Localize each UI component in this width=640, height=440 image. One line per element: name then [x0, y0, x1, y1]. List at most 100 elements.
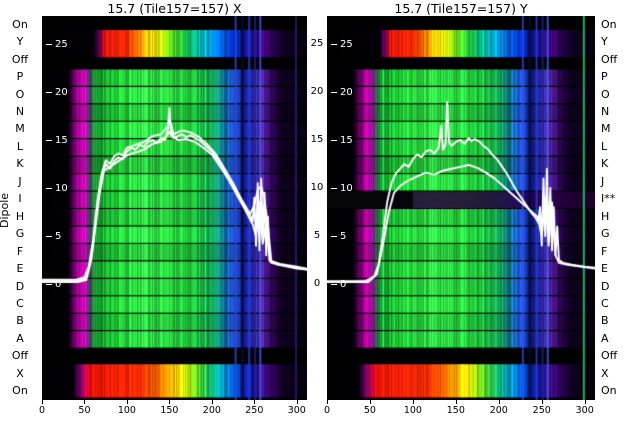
panel-title-y: 15.7 (Tile157=157) Y: [394, 1, 528, 16]
dipole-label-left: K: [16, 157, 24, 171]
y-tick-mark: [46, 91, 52, 93]
dipole-label-right: K: [601, 157, 609, 171]
y-tick-value: 25: [55, 38, 68, 50]
dipole-label-right: J: [601, 174, 605, 188]
dipole-label-right: On: [601, 384, 617, 398]
dipole-label-right: F: [601, 244, 608, 258]
dipole-label-right: A: [601, 331, 609, 345]
y-tick-value: 20: [55, 86, 68, 98]
y-tick-inner: 25: [46, 38, 68, 50]
y-tick-value: 25: [340, 38, 353, 50]
y-tick-gap: 0: [313, 278, 321, 289]
dipole-label-right: Off: [601, 52, 618, 66]
y-tick-mark: [331, 283, 337, 285]
x-tick-value: 150: [160, 405, 179, 416]
heatmap-canvas-x: [42, 16, 307, 400]
x-tick-mark: [541, 400, 543, 404]
dipole-label-left: Off: [11, 349, 29, 363]
x-tick-mark: [211, 400, 213, 404]
dipole-label-right: L: [601, 139, 608, 153]
x-tick-value: 200: [489, 405, 508, 416]
x-tick-mark: [169, 400, 171, 404]
dipole-label-right: D: [601, 279, 610, 293]
dipole-label-left: O: [15, 87, 25, 101]
y-tick-value: 0: [55, 278, 62, 290]
y-tick-value: 0: [340, 278, 347, 290]
dipole-label-right: P: [601, 70, 608, 84]
dipole-label-left: D: [15, 279, 25, 293]
x-tick-value: 150: [446, 405, 465, 416]
heatmap-canvas-y: [327, 16, 595, 400]
x-tick-value: 100: [117, 405, 136, 416]
x-tick-mark: [412, 400, 414, 404]
dipole-label-left: E: [16, 262, 24, 276]
x-tick-mark: [42, 400, 43, 404]
y-tick-inner: 10: [331, 182, 353, 194]
dipole-label-right: C: [601, 297, 609, 310]
x-tick-mark: [369, 400, 371, 404]
dipole-label-right: Y: [601, 35, 608, 49]
dipole-label-right: I**: [601, 192, 616, 206]
y-tick-inner: 20: [331, 86, 353, 98]
x-tick-mark: [126, 400, 128, 404]
y-tick-inner: 15: [331, 134, 353, 146]
dipole-label-left: F: [16, 244, 24, 258]
y-tick-value: 5: [55, 230, 62, 242]
x-tick-mark: [498, 400, 500, 404]
x-tick-mark: [254, 400, 256, 404]
y-tick-gap: 25: [310, 38, 324, 49]
dipole-label-right: Off: [601, 349, 618, 363]
dipole-label-left: C: [16, 297, 24, 310]
dipole-label-right: M: [601, 122, 611, 136]
y-tick-value: 20: [340, 86, 353, 98]
x-tick-mark: [584, 400, 586, 404]
heatmap-panel-x: 25 20 15 10 5 0: [42, 16, 307, 400]
dipole-label-left: J: [18, 174, 22, 188]
y-tick-gap: 10: [310, 182, 324, 193]
y-tick-mark: [46, 187, 52, 189]
y-tick-inner: 15: [46, 135, 68, 146]
y-tick-mark: [331, 43, 337, 45]
y-tick-gap: 5: [313, 230, 321, 241]
y-tick-value: 10: [340, 182, 353, 194]
dipole-label-left: A: [16, 331, 24, 345]
x-tick-value: 50: [363, 405, 376, 416]
x-tick-mark: [327, 400, 328, 404]
heatmap-panel-y: 25 20 15 10 5 0: [327, 16, 595, 400]
y-tick-inner: 20: [46, 86, 68, 98]
y-tick-mark: [46, 235, 52, 237]
y-tick-inner: 0: [46, 278, 62, 290]
dipole-label-right: E: [601, 262, 608, 276]
dipole-label-left: X: [16, 366, 24, 380]
x-tick-value: 100: [403, 405, 422, 416]
y-tick-mark: [331, 91, 337, 93]
dipole-label-right: X: [601, 366, 609, 380]
dipole-label-left: I: [18, 192, 22, 206]
dipole-label-right: G: [601, 227, 610, 241]
y-tick-mark: [46, 139, 52, 141]
x-tick-value: 300: [575, 405, 594, 416]
dipole-label-left: N: [15, 105, 25, 118]
dipole-label-left: L: [16, 139, 24, 153]
y-tick-value: 5: [340, 230, 347, 242]
dipole-label-left: Y: [16, 35, 24, 49]
y-tick-mark: [46, 43, 52, 45]
y-tick-value: 15: [340, 134, 353, 146]
y-tick-mark: [331, 235, 337, 237]
y-tick-value: 10: [55, 182, 68, 194]
y-tick-mark: [331, 187, 337, 189]
y-tick-mark: [46, 283, 52, 285]
y-tick-inner: 5: [46, 230, 62, 242]
dipole-label-left: On: [12, 17, 28, 31]
dipole-label-left: Off: [11, 52, 29, 66]
dipole-label-right: N: [601, 105, 610, 118]
y-tick-inner: 10: [46, 182, 68, 194]
y-tick-gap: 15: [310, 134, 324, 145]
x-tick-value: 250: [532, 405, 551, 416]
dipole-label-left: B: [16, 314, 24, 328]
dipole-label-right: O: [601, 87, 610, 101]
x-tick-mark: [84, 400, 86, 404]
x-tick-value: 0: [323, 405, 331, 416]
x-tick-value: 300: [287, 405, 306, 416]
